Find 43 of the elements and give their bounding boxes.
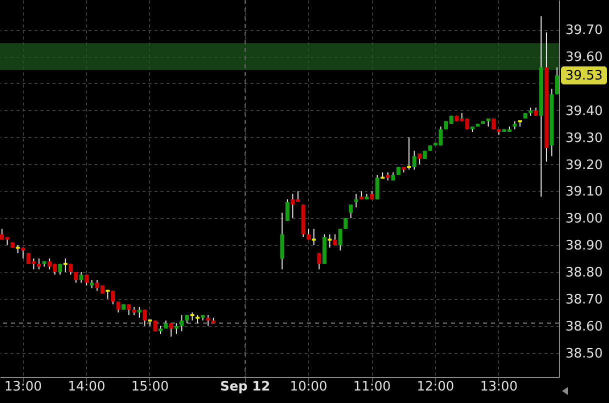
candlestick <box>79 271 84 284</box>
candlestick <box>111 290 115 305</box>
candlestick <box>142 309 147 326</box>
candlestick <box>116 301 120 313</box>
y-tick-label: 38.50 <box>566 346 603 362</box>
candlestick <box>180 314 184 332</box>
y-tick-label: 39.00 <box>566 212 603 227</box>
candlestick <box>174 322 178 334</box>
x-tick-label: 14:00 <box>68 380 106 394</box>
candlestick <box>344 218 348 230</box>
y-tick-label: 39.30 <box>566 130 603 146</box>
candlestick <box>37 258 41 270</box>
y-tick-label: 39.40 <box>566 104 603 119</box>
x-tick-label: 11:00 <box>353 380 391 394</box>
candlestick <box>338 228 342 251</box>
y-tick-label: 38.90 <box>566 238 603 254</box>
y-tick-label: 38.60 <box>566 319 603 334</box>
x-tick-label: 13:00 <box>480 380 518 394</box>
y-tick-label: 38.80 <box>566 265 603 280</box>
candlestick <box>84 274 89 286</box>
x-tick-label: 10:00 <box>290 380 328 394</box>
x-tick-label: 15:00 <box>131 380 169 394</box>
candlestick <box>412 150 416 170</box>
x-tick-label: Sep 12 <box>220 380 270 394</box>
text: 39.53 <box>565 68 603 84</box>
candlestick <box>137 306 142 318</box>
candlestick <box>21 247 26 260</box>
x-tick-label: 12:00 <box>416 380 454 394</box>
candlestick <box>354 193 358 208</box>
candlestick <box>206 314 210 326</box>
candlestick <box>169 322 174 338</box>
candlestick <box>375 174 380 200</box>
y-tick-label: 38.70 <box>566 292 603 308</box>
candlestick <box>317 252 322 270</box>
candlestick <box>406 136 412 170</box>
x-tick-label: 13:00 <box>4 380 42 394</box>
candlestick <box>348 204 353 219</box>
y-tick-label: 39.70 <box>566 23 603 38</box>
y-tick-label: 39.20 <box>566 158 603 173</box>
y-tick-label: 39.60 <box>566 50 603 66</box>
candlestick <box>285 198 290 222</box>
candlestick <box>555 66 559 95</box>
y-tick-label: 39.10 <box>566 184 603 200</box>
